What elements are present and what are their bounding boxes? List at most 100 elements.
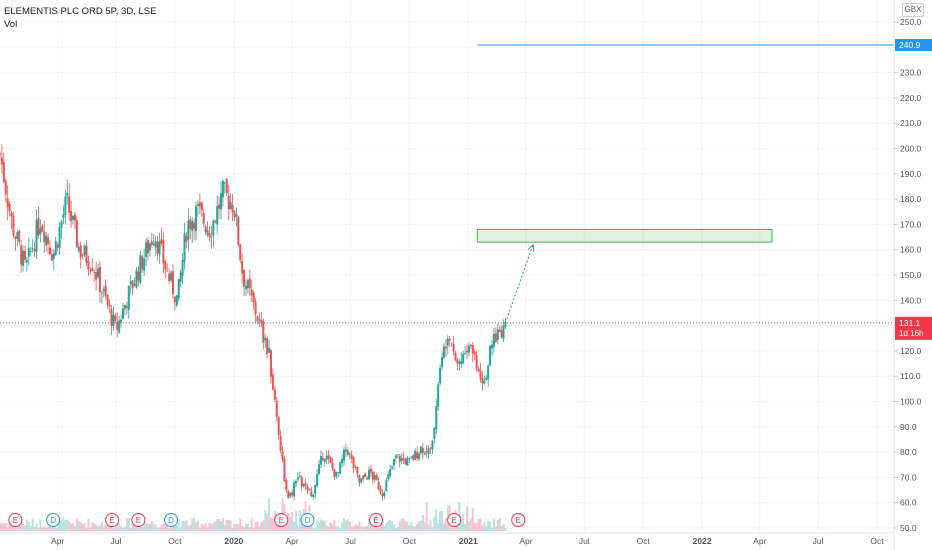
candle-body (456, 359, 459, 364)
candle-body (54, 241, 57, 256)
y-tick-label: 210.0 (900, 118, 922, 128)
candle-body (239, 244, 242, 261)
candle-body (233, 211, 236, 218)
candle-body (146, 240, 149, 254)
candle-body (162, 240, 165, 264)
candle-body (260, 319, 263, 324)
target-price-tag-label: 240.9 (899, 40, 921, 50)
candle-body (179, 272, 182, 282)
volume-bar (419, 520, 422, 531)
volume-bar (10, 523, 13, 531)
candle-body (112, 314, 115, 327)
candle-body (492, 334, 495, 347)
candle-body (294, 481, 297, 484)
event-marker-label: E (279, 516, 284, 525)
volume-bar (35, 523, 38, 531)
volume-bar (231, 527, 234, 531)
volume-bar (206, 527, 209, 531)
volume-bar (47, 526, 50, 531)
candle-body (45, 235, 48, 246)
candle-body (68, 196, 71, 213)
volume-bar (6, 526, 9, 531)
candle-body (348, 453, 351, 455)
volume-bar (235, 524, 238, 531)
candle-body (483, 380, 486, 384)
candle-body (22, 250, 25, 266)
candle-body (70, 210, 73, 222)
event-marker-label: E (13, 516, 18, 525)
candle-body (110, 308, 113, 326)
volume-bar (135, 524, 138, 531)
candle-body (137, 271, 140, 281)
currency-badge[interactable]: GBX (902, 3, 924, 17)
candle-body (27, 247, 30, 257)
candle-body (412, 455, 415, 460)
candle-body (273, 389, 276, 400)
volume-bar (481, 525, 484, 531)
candle-body (364, 473, 367, 477)
candle-body (502, 325, 505, 340)
volume-bar (120, 525, 123, 531)
candle-body (252, 292, 255, 303)
y-tick-label: 140.0 (900, 295, 922, 305)
volume-bar (39, 519, 42, 531)
candle-body (266, 338, 269, 355)
time-axis[interactable]: Apr Jul Oct 2020 Apr Jul Oct 2021 Apr Jul Oct 2022 A… (0, 532, 894, 546)
candle-body (358, 475, 361, 483)
candle-body (175, 295, 178, 306)
volume-bar (25, 519, 28, 531)
arrow-line (504, 244, 534, 323)
candle-body (237, 216, 240, 245)
candle-body (452, 344, 455, 352)
candle-body (135, 270, 138, 288)
candle-body (131, 280, 134, 289)
candle-body (171, 271, 174, 295)
symbol-title[interactable]: ELEMENTIS PLC ORD 5P, 3D, LSE (4, 6, 157, 17)
candle-body (220, 193, 223, 210)
candle-body (29, 251, 32, 252)
candle-body (487, 365, 490, 379)
candle-body (500, 330, 503, 338)
candle-body (335, 471, 338, 477)
candle-body (325, 455, 328, 460)
y-tick-label: 60.0 (900, 498, 917, 508)
earnings-marker (447, 513, 462, 527)
volume-bar (323, 520, 326, 531)
volume-bar (500, 525, 503, 531)
candle-body (62, 214, 65, 218)
candle-body (12, 215, 15, 236)
volume-bar (212, 522, 215, 531)
candle-body (396, 454, 399, 456)
volume-bar (381, 521, 384, 531)
volume-bar (37, 527, 40, 531)
event-marker-label: E (109, 516, 114, 525)
candle-body (152, 243, 155, 246)
volume-bar (266, 513, 269, 531)
volume-bar (423, 522, 426, 531)
candle-body (298, 475, 301, 477)
volume-bar (198, 527, 201, 531)
price-axis[interactable]: 250.0240.0230.0220.0210.0200.0190.0180.0… (893, 0, 932, 550)
candle-body (379, 488, 382, 493)
candle-body (141, 256, 144, 270)
candle-body (504, 322, 507, 327)
candle-body (462, 353, 465, 364)
volume-bar (237, 524, 240, 531)
volume-bar (271, 518, 274, 531)
candle-body (414, 450, 417, 460)
candle-body (293, 482, 296, 497)
earnings-marker (105, 513, 120, 527)
volume-bar (466, 506, 469, 531)
annotations[interactable] (0, 44, 894, 324)
volume-label[interactable]: Vol (4, 19, 18, 30)
x-tick-label: Jul (579, 536, 590, 546)
candle-body (212, 220, 215, 236)
candle-body (441, 357, 444, 368)
volume-bar (114, 527, 117, 531)
y-tick-label: 110.0 (900, 371, 921, 381)
volume-bar (227, 519, 230, 531)
candle-body (319, 456, 322, 465)
candle-body (210, 236, 213, 238)
